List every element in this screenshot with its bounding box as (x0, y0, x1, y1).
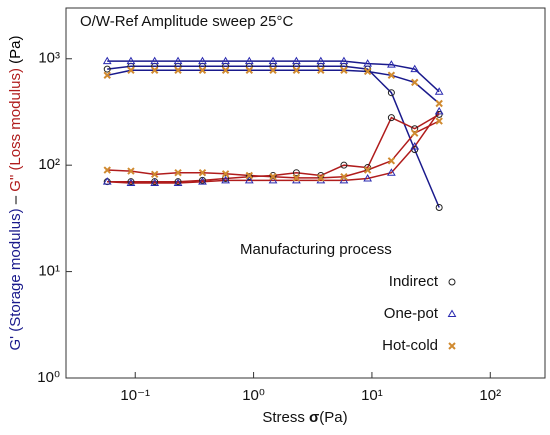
y-axis-label: G' (Storage modulus) – G" (Loss modulus)… (7, 36, 24, 351)
y-tick-label: 10¹ (38, 263, 60, 280)
marker (317, 174, 325, 182)
loss-line (107, 110, 440, 184)
chart-title: O/W-Ref Amplitude sweep 25°C (80, 13, 293, 30)
legend-label: One-pot (384, 305, 439, 322)
marker (410, 64, 420, 73)
marker (387, 114, 395, 122)
marker (363, 59, 373, 67)
marker (268, 56, 278, 65)
marker (221, 175, 230, 184)
marker (435, 117, 443, 125)
storage-line (107, 60, 440, 93)
marker (174, 66, 182, 74)
marker (340, 66, 348, 74)
marker (292, 66, 301, 74)
marker (198, 177, 207, 185)
marker (269, 171, 277, 179)
marker (150, 170, 159, 179)
marker (292, 174, 301, 182)
marker (363, 173, 373, 182)
x-axis-label: Stress σ(Pa) (262, 409, 347, 426)
marker (435, 99, 443, 108)
marker (102, 177, 112, 185)
marker (198, 66, 207, 74)
x-tick-label: 10² (479, 387, 501, 404)
legend-marker (447, 309, 457, 317)
marker (150, 66, 159, 74)
legend-label: Hot-cold (382, 337, 438, 354)
marker (269, 66, 277, 74)
marker (150, 56, 160, 65)
marker (387, 168, 396, 176)
marker (434, 87, 444, 95)
marker (245, 66, 254, 74)
marker (387, 71, 396, 79)
marker (103, 71, 111, 79)
marker (292, 56, 301, 65)
y-label-part: – (7, 192, 24, 209)
marker (411, 146, 419, 154)
marker (387, 157, 396, 165)
marker (363, 166, 372, 174)
storage-line (107, 69, 440, 105)
marker (411, 129, 419, 137)
marker (103, 166, 111, 174)
y-tick-label: 10² (38, 156, 60, 173)
marker (387, 60, 396, 68)
marker (103, 65, 111, 73)
marker (435, 204, 443, 212)
marker (174, 168, 182, 177)
marker (245, 173, 253, 181)
marker (221, 56, 230, 65)
legend-label: Indirect (389, 273, 439, 290)
y-tick-label: 10⁰ (37, 369, 60, 386)
marker (268, 175, 278, 184)
marker (434, 106, 444, 115)
legend-marker (448, 342, 456, 350)
marker (244, 56, 254, 65)
marker (340, 161, 348, 169)
storage-line (107, 65, 440, 208)
marker (340, 172, 348, 181)
marker (126, 56, 136, 65)
marker (245, 171, 254, 180)
marker (127, 167, 135, 175)
marker (198, 168, 207, 177)
marker (221, 66, 230, 74)
plot-frame (65, 7, 546, 379)
marker (127, 66, 135, 74)
legend-title: Manufacturing process (240, 241, 392, 258)
legend-marker (448, 278, 456, 286)
marker (292, 169, 300, 177)
x-tick-label: 10⁰ (242, 387, 265, 404)
y-label-part: G" (Loss modulus) (7, 68, 24, 192)
marker (198, 56, 207, 65)
y-label-part: (Pa) (7, 36, 24, 69)
marker (244, 175, 254, 184)
marker (410, 141, 420, 150)
x-tick-label: 10¹ (361, 387, 383, 404)
marker (317, 66, 325, 74)
y-tick-label: 10³ (38, 50, 60, 67)
x-tick-label: 10⁻¹ (120, 387, 150, 404)
marker (411, 78, 419, 87)
marker (387, 89, 395, 97)
marker (221, 170, 230, 178)
marker (363, 67, 372, 76)
marker (173, 178, 183, 187)
marker (173, 56, 183, 65)
marker (339, 175, 349, 184)
marker (339, 56, 349, 65)
marker (126, 178, 136, 187)
marker (102, 56, 112, 65)
loss-line (107, 120, 440, 179)
marker (316, 56, 326, 65)
marker (150, 178, 160, 187)
y-label-part: G' (Storage modulus) (7, 208, 24, 350)
marker (269, 172, 277, 181)
marker (222, 174, 230, 182)
